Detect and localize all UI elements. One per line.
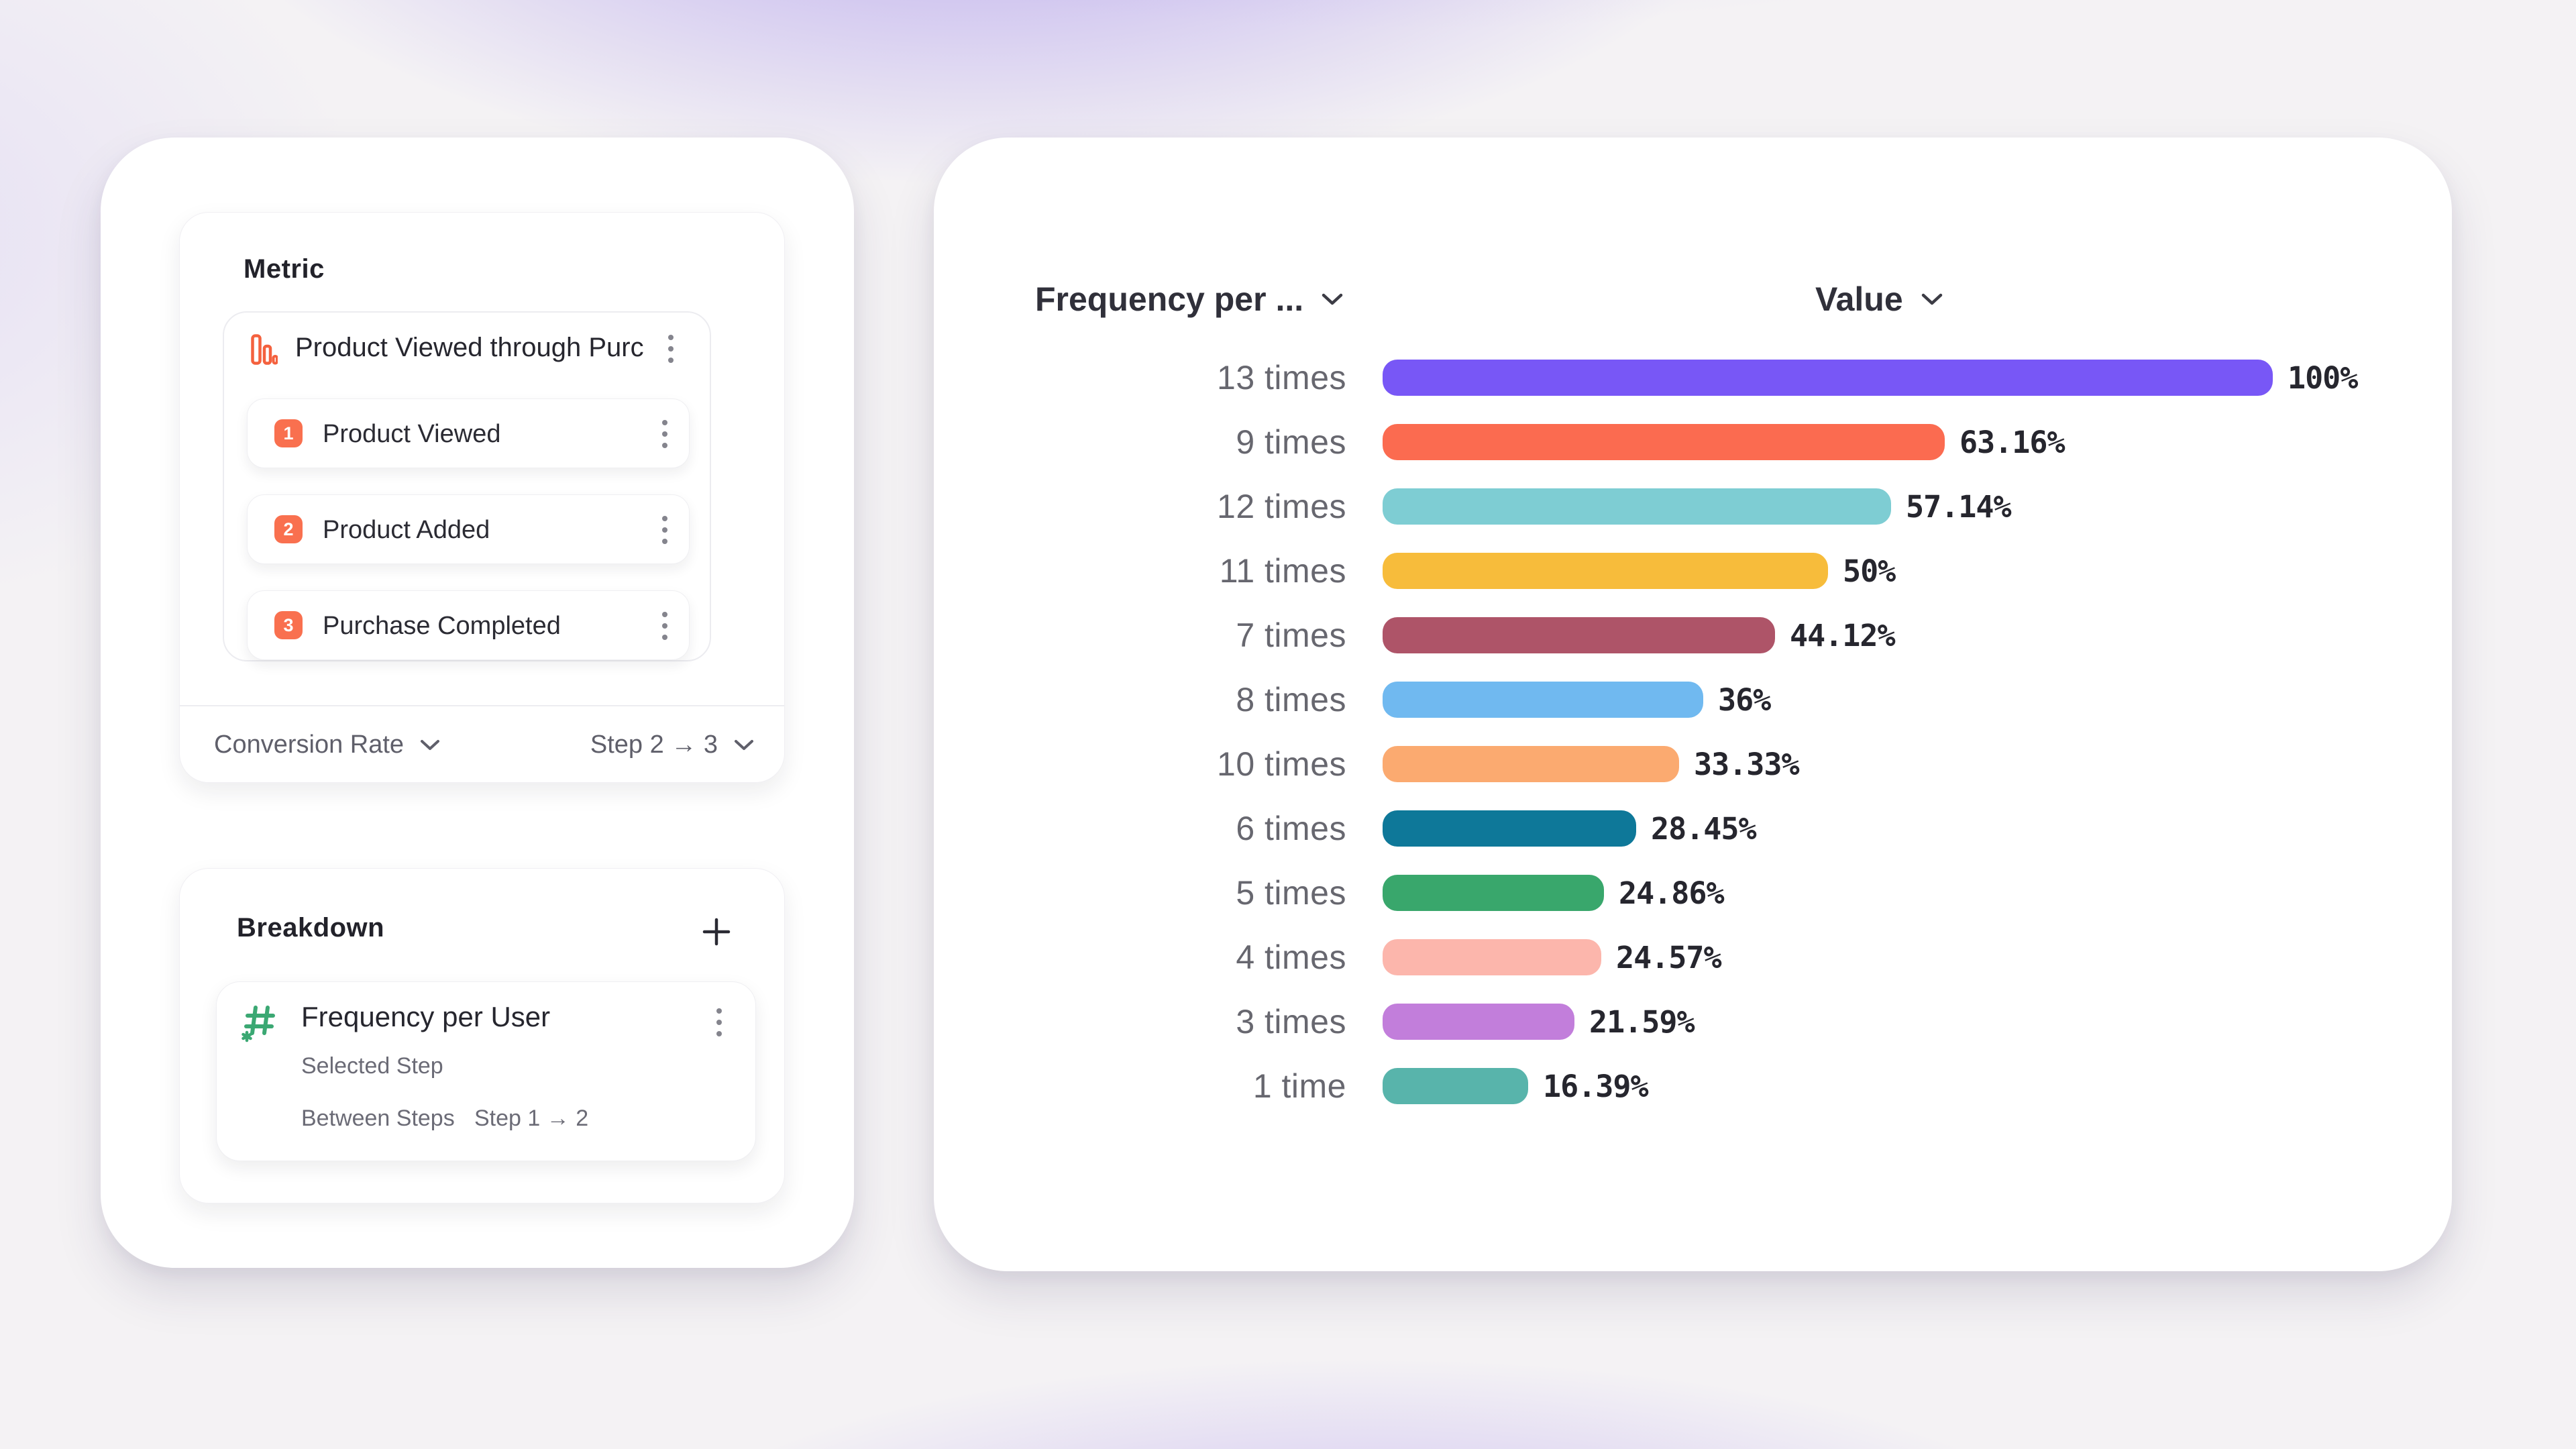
chart-bar-value: 63.16% <box>1960 424 2065 460</box>
chart-row-label: 13 times <box>1217 359 1346 396</box>
step-label: Product Added <box>323 515 490 544</box>
chart-column-header-breakdown[interactable]: Frequency per ... <box>1035 280 1344 319</box>
chart-bar-value: 16.39% <box>1543 1068 1649 1104</box>
value-column-title: Value <box>1815 280 1903 318</box>
chart-bar[interactable] <box>1383 875 1604 911</box>
query-builder-panel: Metric Product Viewed through Purch... 1 <box>101 138 854 1268</box>
chart-row-label: 10 times <box>1217 745 1346 783</box>
chart-row: 8 times 36% <box>934 667 2452 732</box>
chart-row: 5 times 24.86% <box>934 861 2452 925</box>
chart-row-label: 5 times <box>1236 874 1346 912</box>
chart-panel: Frequency per ... Value 13 times 100% 9 ti… <box>934 138 2452 1271</box>
funnel-kebab-menu-icon[interactable] <box>655 325 687 373</box>
metric-card: Metric Product Viewed through Purch... 1 <box>179 212 785 783</box>
chart-row-label: 6 times <box>1236 810 1346 847</box>
step-label: Product Viewed <box>323 419 501 448</box>
chart-bar[interactable] <box>1383 1068 1528 1104</box>
chevron-down-icon <box>1921 292 1943 306</box>
breakdown-item-title: Frequency per User <box>301 1001 551 1032</box>
chart-bar[interactable] <box>1383 746 1679 782</box>
metric-footer-divider <box>180 705 784 706</box>
add-breakdown-button plus-icon[interactable] <box>700 916 733 948</box>
funnel-step-3[interactable]: 3 Purchase Completed <box>247 590 690 660</box>
chart-bar[interactable] <box>1383 424 1945 460</box>
chart-bar[interactable] <box>1383 939 1601 975</box>
chart-row-label: 8 times <box>1236 681 1346 718</box>
chart-row: 1 time 16.39% <box>934 1054 2452 1118</box>
chart-bar-value: 57.14% <box>1906 488 2012 525</box>
selected-step-label: Selected Step <box>301 1053 443 1079</box>
step-kebab-menu-icon[interactable] <box>649 410 681 458</box>
chart-bar[interactable] <box>1383 682 1703 718</box>
conversion-rate-label: Conversion Rate <box>214 731 405 759</box>
conversion-rate-dropdown[interactable]: Conversion Rate <box>214 731 440 759</box>
step-number-badge: 3 <box>274 611 303 639</box>
bar-chart: 13 times 100% 9 times 63.16% 12 times 57.14% 1… <box>934 345 2452 1118</box>
chart-bar-value: 100% <box>2288 360 2358 396</box>
chart-bar[interactable] <box>1383 810 1636 847</box>
chart-row-label: 11 times <box>1219 552 1346 590</box>
chevron-down-icon <box>1321 292 1344 306</box>
chart-row-label: 3 times <box>1236 1003 1346 1040</box>
funnel-title: Product Viewed through Purch... <box>295 333 644 362</box>
step-label: Purchase Completed <box>323 611 561 640</box>
step-kebab-menu-icon[interactable] <box>649 506 681 554</box>
chart-bar[interactable] <box>1383 360 2273 396</box>
chart-row-label: 4 times <box>1236 938 1346 976</box>
step-range-dropdown[interactable]: Step 2 → 3 <box>590 731 754 759</box>
chart-bar[interactable] <box>1383 1004 1574 1040</box>
breakdown-item-card[interactable]: Frequency per User Selected Step Between… <box>216 981 756 1161</box>
chart-row: 10 times 33.33% <box>934 732 2452 796</box>
chart-bar[interactable] <box>1383 617 1775 653</box>
between-steps-label: Between Steps <box>301 1106 455 1131</box>
breakdown-kebab-menu-icon[interactable] <box>703 998 735 1046</box>
chart-row-label: 9 times <box>1236 423 1346 461</box>
chart-column-header-value[interactable]: Value <box>1815 280 1943 319</box>
chart-row: 11 times 50% <box>934 539 2452 603</box>
step-number-badge: 1 <box>274 419 303 447</box>
chart-row: 9 times 63.16% <box>934 410 2452 474</box>
breakdown-column-title: Frequency per ... <box>1035 280 1304 318</box>
funnel-header-row[interactable]: Product Viewed through Purch... <box>224 313 710 384</box>
funnel-chart-icon <box>251 334 278 365</box>
step-kebab-menu-icon[interactable] <box>649 602 681 650</box>
step-range-label: Step 2 → 3 <box>590 731 718 759</box>
metric-footer: Conversion Rate Step 2 → 3 <box>180 706 784 784</box>
chart-bar-value: 28.45% <box>1651 810 1757 847</box>
chart-row: 12 times 57.14% <box>934 474 2452 539</box>
chart-bar[interactable] <box>1383 488 1891 525</box>
step-number-badge: 2 <box>274 515 303 543</box>
chart-bar[interactable] <box>1383 553 1828 589</box>
numeric-hash-icon <box>241 1002 278 1042</box>
between-steps-value: Step 1 → 2 <box>474 1106 589 1131</box>
chart-bar-value: 44.12% <box>1790 617 1896 653</box>
metric-section-title: Metric <box>244 254 325 284</box>
funnel-step-2[interactable]: 2 Product Added <box>247 494 690 564</box>
chart-bar-value: 50% <box>1843 553 1896 589</box>
chart-bar-value: 24.57% <box>1616 939 1722 975</box>
funnel-step-1[interactable]: 1 Product Viewed <box>247 398 690 468</box>
chevron-down-icon <box>734 739 754 751</box>
chart-row: 13 times 100% <box>934 345 2452 410</box>
chart-bar-value: 36% <box>1718 682 1771 718</box>
chart-row-label: 12 times <box>1217 488 1346 525</box>
chart-bar-value: 21.59% <box>1589 1004 1695 1040</box>
funnel-group-card: Product Viewed through Purch... 1 Produc… <box>223 311 711 661</box>
breakdown-card: Breakdown <box>179 868 785 1203</box>
chart-bar-value: 24.86% <box>1619 875 1725 911</box>
chart-row: 3 times 21.59% <box>934 989 2452 1054</box>
chevron-down-icon <box>420 739 440 751</box>
chart-row: 4 times 24.57% <box>934 925 2452 989</box>
chart-bar-value: 33.33% <box>1694 746 1800 782</box>
chart-row-label: 1 time <box>1252 1067 1346 1105</box>
chart-row-label: 7 times <box>1236 616 1346 654</box>
breakdown-section-title: Breakdown <box>237 913 385 943</box>
chart-row: 7 times 44.12% <box>934 603 2452 667</box>
chart-row: 6 times 28.45% <box>934 796 2452 861</box>
